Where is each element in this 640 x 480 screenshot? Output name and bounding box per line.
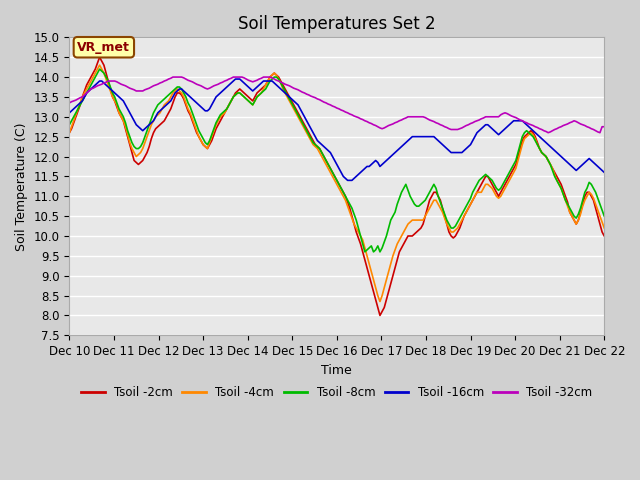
- Tsoil -2cm: [400, 241, 408, 247]
- Tsoil -4cm: [545, 157, 552, 163]
- Tsoil -16cm: [65, 110, 73, 116]
- Legend: Tsoil -2cm, Tsoil -4cm, Tsoil -8cm, Tsoil -16cm, Tsoil -32cm: Tsoil -2cm, Tsoil -4cm, Tsoil -8cm, Tsoi…: [76, 382, 597, 404]
- Tsoil -16cm: [216, 90, 224, 96]
- Tsoil -8cm: [219, 110, 227, 116]
- Line: Tsoil -8cm: Tsoil -8cm: [69, 69, 604, 252]
- Tsoil -32cm: [391, 120, 399, 126]
- Tsoil -32cm: [169, 74, 177, 80]
- Tsoil -8cm: [600, 213, 608, 219]
- Tsoil -32cm: [402, 115, 410, 121]
- Tsoil -8cm: [404, 187, 412, 193]
- Tsoil -4cm: [219, 112, 227, 118]
- Tsoil -4cm: [376, 299, 384, 304]
- Tsoil -8cm: [400, 185, 408, 191]
- Tsoil -32cm: [65, 100, 73, 106]
- Y-axis label: Soil Temperature (C): Soil Temperature (C): [15, 122, 28, 251]
- Tsoil -4cm: [394, 241, 401, 247]
- X-axis label: Time: Time: [321, 363, 352, 377]
- Tsoil -16cm: [600, 169, 608, 175]
- Tsoil -2cm: [219, 114, 227, 120]
- Line: Tsoil -16cm: Tsoil -16cm: [69, 79, 604, 180]
- Tsoil -8cm: [65, 122, 73, 128]
- Tsoil -2cm: [394, 257, 401, 263]
- Tsoil -16cm: [404, 138, 412, 144]
- Tsoil -4cm: [223, 106, 230, 112]
- Tsoil -16cm: [394, 148, 401, 154]
- Tsoil -8cm: [394, 201, 401, 207]
- Tsoil -4cm: [400, 229, 408, 235]
- Tsoil -4cm: [404, 221, 412, 227]
- Tsoil -8cm: [96, 66, 104, 72]
- Tsoil -2cm: [96, 54, 104, 60]
- Tsoil -2cm: [376, 312, 384, 318]
- Tsoil -2cm: [223, 106, 230, 112]
- Tsoil -2cm: [600, 233, 608, 239]
- Tsoil -2cm: [65, 130, 73, 135]
- Tsoil -2cm: [404, 233, 412, 239]
- Line: Tsoil -32cm: Tsoil -32cm: [69, 77, 604, 132]
- Tsoil -32cm: [397, 117, 405, 123]
- Title: Soil Temperatures Set 2: Soil Temperatures Set 2: [238, 15, 436, 33]
- Line: Tsoil -4cm: Tsoil -4cm: [69, 65, 604, 301]
- Tsoil -4cm: [65, 130, 73, 135]
- Tsoil -16cm: [221, 86, 228, 92]
- Tsoil -8cm: [361, 249, 369, 255]
- Tsoil -4cm: [600, 225, 608, 231]
- Tsoil -16cm: [545, 142, 552, 147]
- Tsoil -16cm: [232, 76, 239, 82]
- Tsoil -32cm: [600, 124, 608, 130]
- Tsoil -8cm: [223, 106, 230, 112]
- Tsoil -32cm: [542, 129, 550, 134]
- Tsoil -16cm: [344, 178, 351, 183]
- Tsoil -32cm: [219, 79, 227, 85]
- Tsoil -4cm: [96, 62, 104, 68]
- Tsoil -16cm: [400, 142, 408, 147]
- Line: Tsoil -2cm: Tsoil -2cm: [69, 57, 604, 315]
- Tsoil -2cm: [545, 157, 552, 163]
- Tsoil -32cm: [545, 130, 552, 135]
- Tsoil -32cm: [223, 77, 230, 83]
- Tsoil -8cm: [545, 157, 552, 163]
- Text: VR_met: VR_met: [77, 41, 131, 54]
